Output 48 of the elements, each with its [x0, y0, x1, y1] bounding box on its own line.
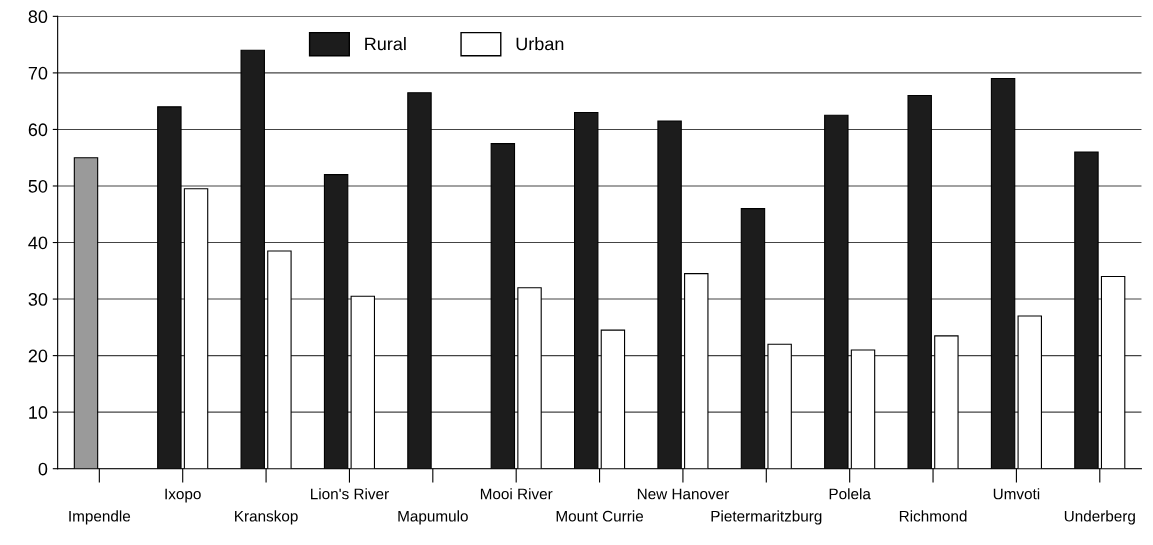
bar [684, 273, 709, 469]
x-tick-label: Mooi River [480, 488, 553, 500]
bar [600, 329, 626, 469]
x-tick-label: Richmond [899, 510, 967, 522]
bar [767, 343, 792, 469]
x-tick-label: New Hanover [637, 488, 729, 500]
y-tick-label: 20 [28, 349, 48, 363]
bar [267, 250, 292, 469]
bar [907, 94, 932, 469]
x-tick-label: Lion's River [311, 488, 389, 500]
bar [73, 157, 99, 469]
y-tick-label: 60 [28, 123, 48, 137]
x-tick-label: Mount Currie [556, 510, 644, 522]
bar [990, 77, 1016, 469]
y-tick-label: 50 [28, 179, 48, 193]
bar [490, 143, 516, 469]
y-tick-label: 0 [38, 462, 48, 476]
bar [1017, 315, 1042, 469]
legend-label: Urban [516, 37, 564, 51]
x-tick-label: Umvoti [993, 488, 1040, 500]
bar [157, 106, 182, 469]
y-tick-label: 80 [28, 10, 48, 24]
x-tick-label: Pietermaritzburg [711, 510, 822, 525]
x-tick-label: Underberg [1064, 510, 1135, 525]
bar [1100, 275, 1126, 469]
y-tick-label: 30 [28, 293, 48, 306]
bar [323, 174, 349, 469]
bar [240, 49, 265, 469]
bar [1074, 151, 1099, 469]
x-tick-label: Polela [829, 488, 871, 500]
bar [350, 295, 376, 469]
bar [573, 111, 599, 469]
bar [824, 114, 849, 469]
legend-label: Rural [365, 37, 406, 51]
y-tick-label: 40 [28, 236, 48, 250]
bar [934, 335, 959, 469]
y-tick-label: 10 [29, 406, 48, 419]
bar [183, 188, 209, 469]
x-tick-label: Ixopo [165, 488, 201, 503]
bar [517, 287, 542, 469]
y-tick-label: 70 [28, 66, 48, 80]
bar [407, 92, 432, 469]
bar [740, 208, 766, 469]
x-tick-label: Mapumulo [398, 510, 468, 525]
x-tick-label: Kranskop [235, 510, 298, 525]
x-tick-label: Impendle [69, 510, 131, 525]
bar [850, 349, 876, 469]
bar [657, 120, 682, 469]
